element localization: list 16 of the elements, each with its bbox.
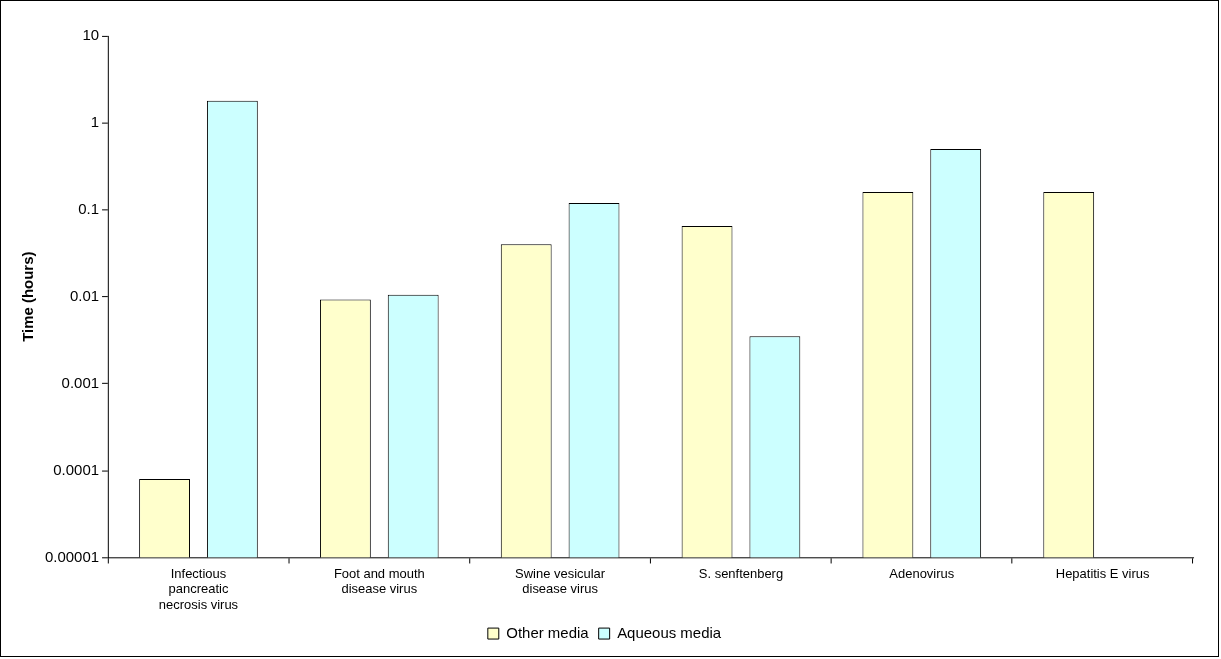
x-tick-label: Foot and mouth disease virus: [333, 565, 425, 597]
x-tick-label: Adenovirus: [889, 565, 955, 581]
y-tick-label: 1: [90, 112, 100, 130]
y-tick-label: 0.00001: [44, 547, 100, 565]
y-tick-label: 0.1: [78, 199, 100, 217]
legend-label: Other media: [506, 623, 590, 641]
x-tick-label: Hepatitis E virus: [1055, 565, 1150, 581]
y-tick-label: 0.0001: [53, 460, 100, 478]
y-axis-title: Time (hours): [19, 251, 37, 342]
legend-label: Aqueous media: [617, 623, 722, 641]
y-tick-label: 0.01: [69, 286, 100, 304]
y-tick-label: 0.001: [61, 373, 100, 391]
x-tick-label: S. senftenberg: [698, 565, 784, 581]
x-tick-label: Infectious pancreatic necrosis virus: [158, 565, 239, 612]
y-tick-label: 10: [82, 26, 100, 44]
x-tick-label: Swine vesicular disease virus: [515, 565, 606, 597]
